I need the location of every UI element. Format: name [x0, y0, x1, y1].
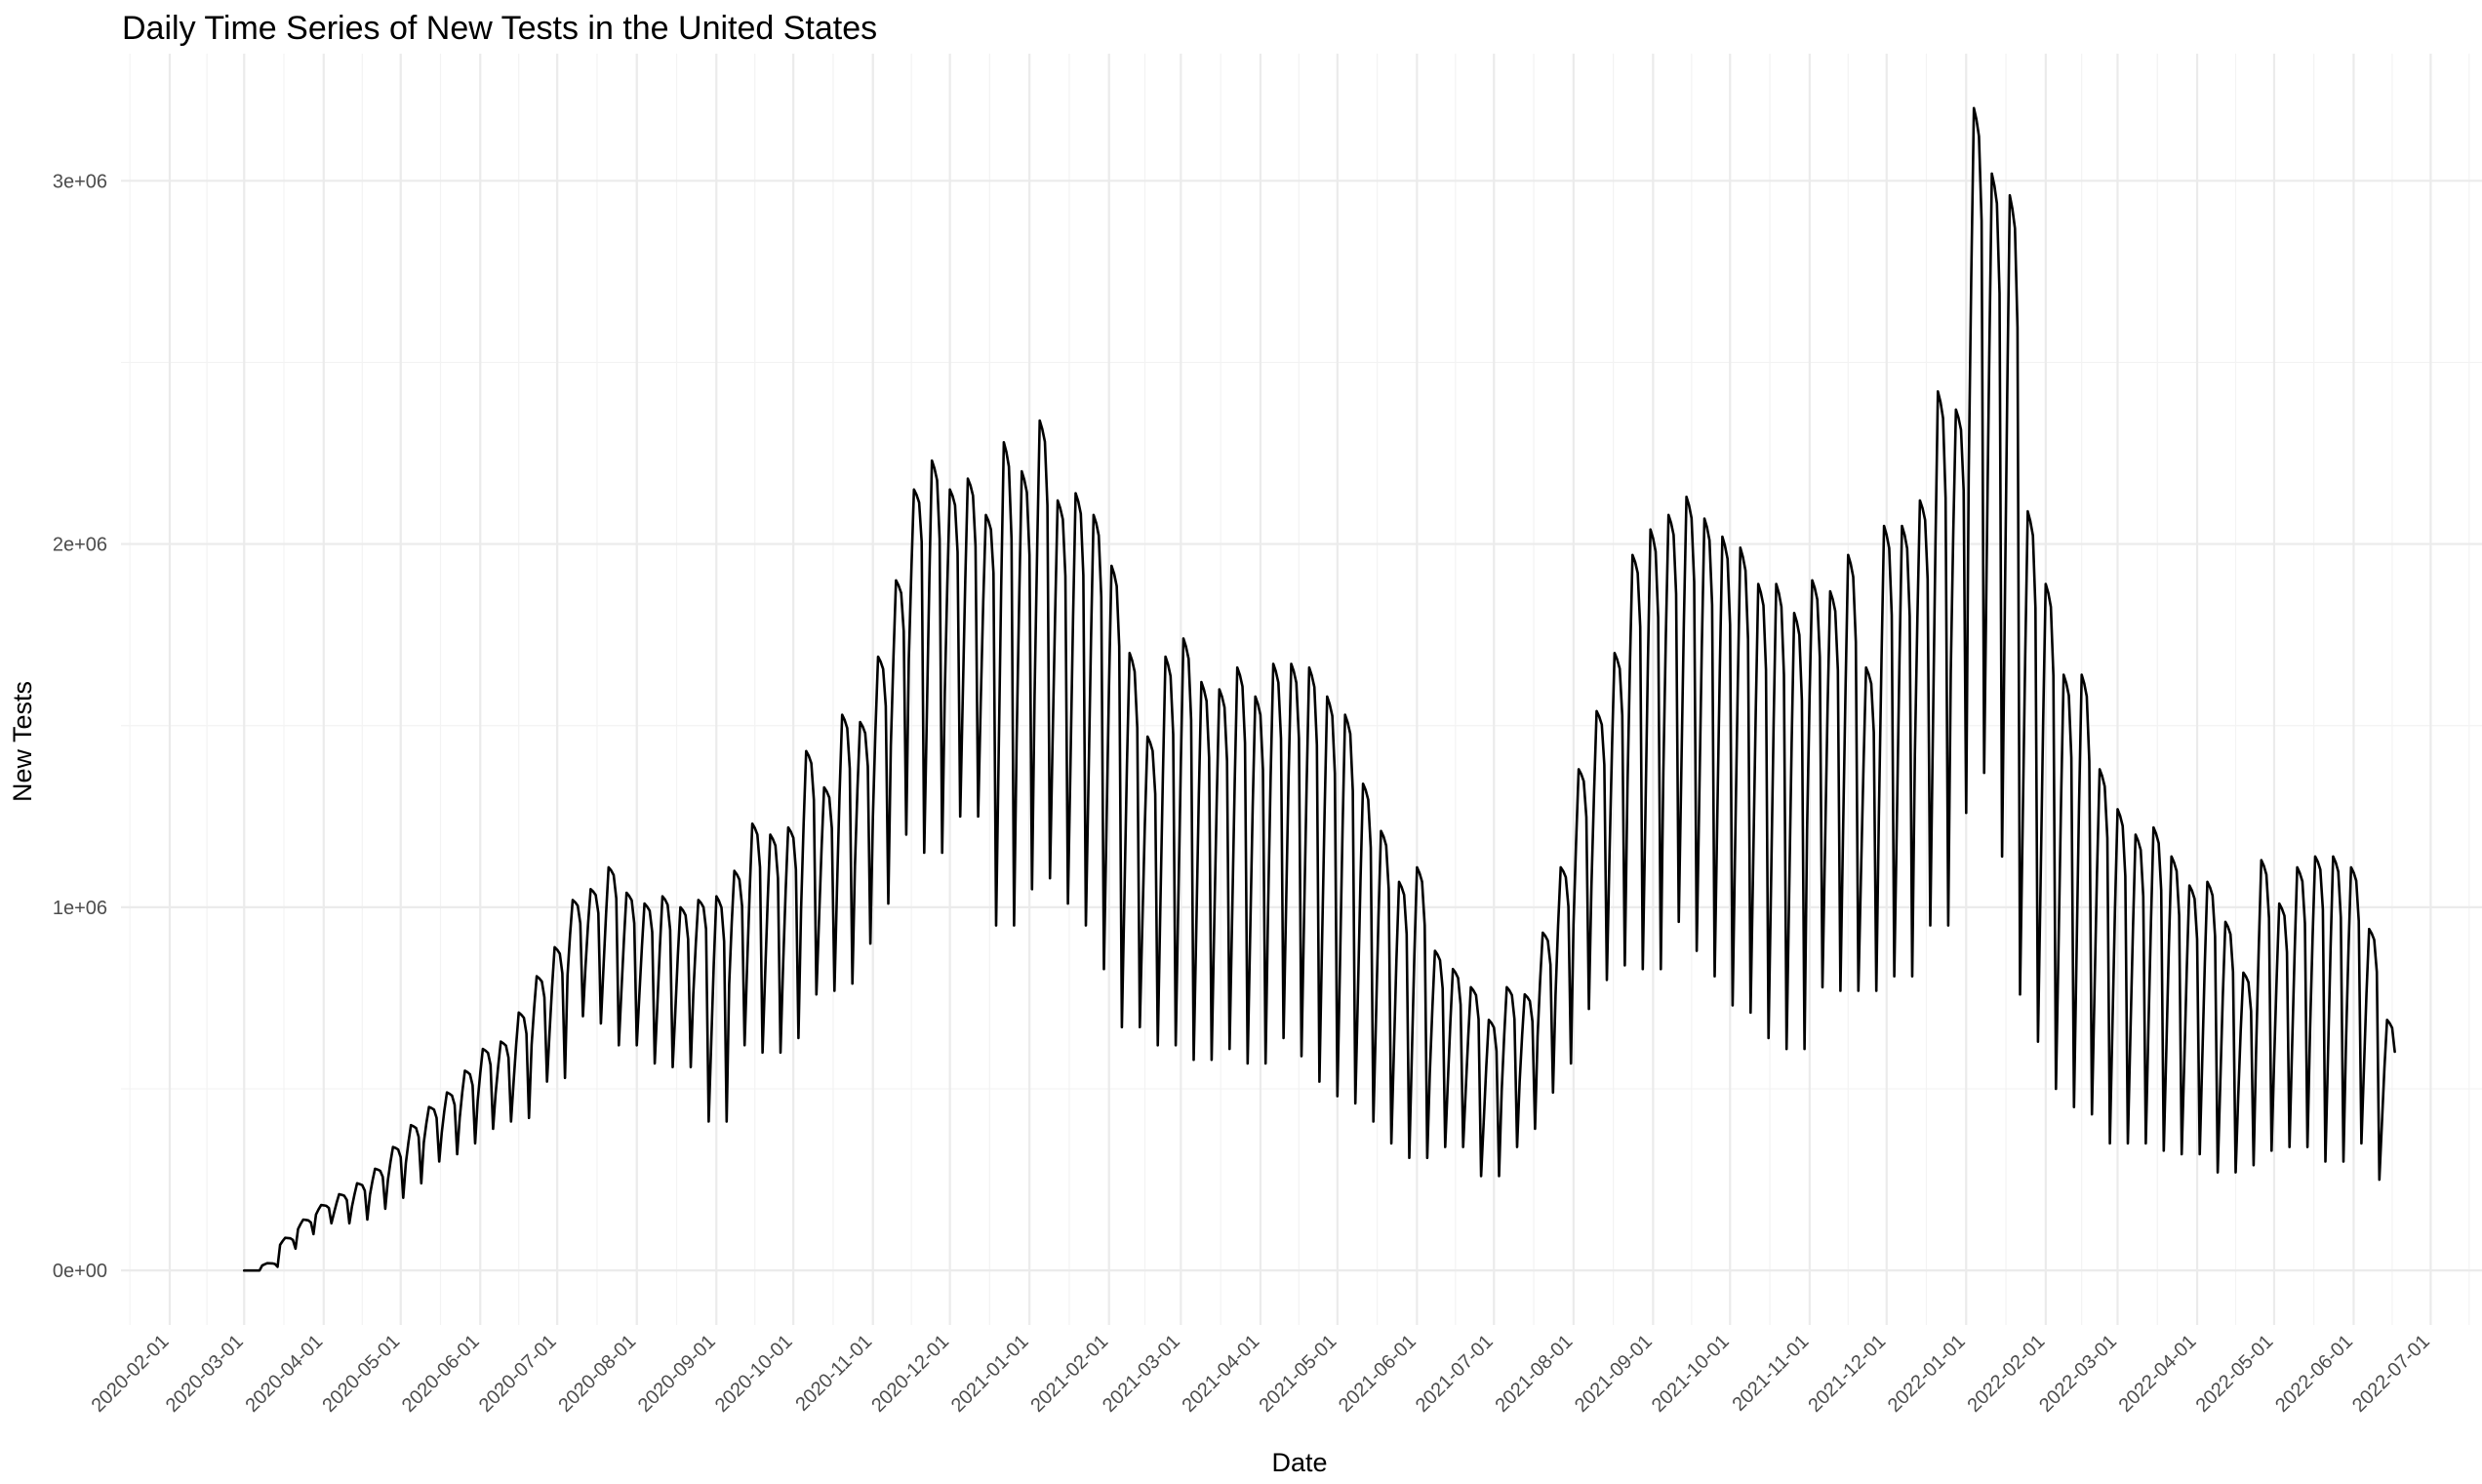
series-line-new-tests: [243, 106, 2396, 1272]
x-axis-label: Date: [1271, 1448, 1327, 1477]
y-tick-label: 0e+00: [53, 1261, 107, 1282]
chart-title: Daily Time Series of New Tests in the Un…: [122, 10, 877, 47]
y-axis: 0e+00 1e+06 2e+06 3e+06: [53, 171, 107, 1282]
y-tick-label: 1e+06: [53, 898, 107, 919]
y-axis-label: New Tests: [8, 681, 37, 802]
y-tick-label: 2e+06: [53, 535, 107, 556]
y-tick-label: 3e+06: [53, 171, 107, 192]
